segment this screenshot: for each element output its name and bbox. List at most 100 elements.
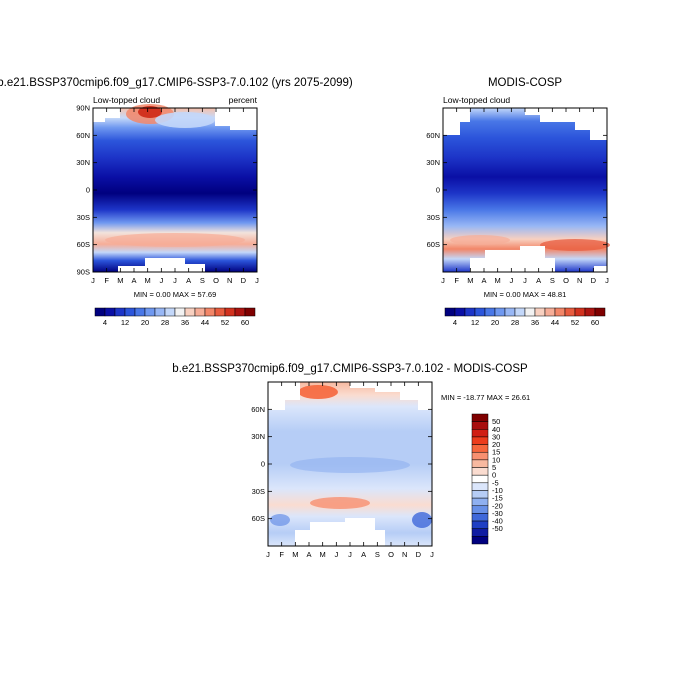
y-tick-label: 60N — [426, 131, 440, 140]
colorbar-label: -50 — [492, 524, 503, 533]
y-tick-label: 30S — [77, 213, 90, 222]
x-tick-label: N — [227, 276, 232, 285]
colorbar-swatch — [174, 307, 186, 317]
x-tick-label: M — [117, 276, 123, 285]
x-tick-label: M — [292, 550, 298, 559]
colorbar-swatch — [544, 307, 556, 317]
y-tick-label: 90S — [77, 268, 90, 277]
plot-field — [93, 104, 257, 272]
x-tick-label: A — [361, 550, 366, 559]
colorbar-label: 20 — [141, 318, 149, 327]
colorbar-swatch — [504, 307, 516, 317]
x-tick-label: F — [279, 550, 284, 559]
colorbar-swatch — [471, 497, 489, 507]
colorbar-swatch — [234, 307, 246, 317]
y-ticks: 60N 30N 0 30S 60S — [251, 405, 432, 523]
x-tick-label: D — [241, 276, 247, 285]
colorbar-swatch — [164, 307, 176, 317]
colorbar-label: 4 — [103, 318, 107, 327]
colorbar-label: 28 — [161, 318, 169, 327]
colorbar-label: 36 — [181, 318, 189, 327]
y-tick-label: 0 — [86, 186, 90, 195]
y-tick-label: 60N — [251, 405, 265, 414]
colorbar-swatch — [494, 307, 506, 317]
colorbar-swatch — [471, 436, 489, 445]
colorbar-label: 5 — [492, 463, 496, 472]
x-tick-label: J — [173, 276, 177, 285]
panel-diff: b.e21.BSSP370cmip6.f09_g17.CMIP6-SSP3-7.… — [172, 363, 530, 559]
colorbar-swatch — [471, 490, 489, 499]
x-tick-label: A — [536, 276, 541, 285]
colorbar-swatch — [194, 307, 206, 317]
colorbar-swatch — [471, 413, 489, 422]
x-tick-label: J — [509, 276, 513, 285]
x-tick-label: J — [266, 550, 270, 559]
colorbar-label: 4 — [453, 318, 457, 327]
colorbar-label: 30 — [492, 432, 500, 441]
colorbar-label: 50 — [492, 417, 500, 426]
x-tick-label: J — [91, 276, 95, 285]
y-tick-label: 60S — [252, 514, 265, 523]
panel-title: b.e21.BSSP370cmip6.f09_g17.CMIP6-SSP3-7.… — [0, 77, 353, 89]
x-tick-label: O — [213, 276, 219, 285]
x-tick-label: S — [200, 276, 205, 285]
colorbar-label: 10 — [492, 455, 500, 464]
colorbar-swatch — [471, 505, 489, 514]
panel-model: b.e21.BSSP370cmip6.f09_g17.CMIP6-SSP3-7.… — [0, 77, 353, 327]
colorbar-swatch — [184, 307, 196, 317]
x-tick-label: F — [454, 276, 459, 285]
colorbar-label: 0 — [492, 471, 496, 480]
panel-title: MODIS-COSP — [488, 77, 562, 89]
colorbar-label: 60 — [591, 318, 599, 327]
x-tick-label: M — [145, 276, 151, 285]
colorbar-label: 15 — [492, 448, 500, 457]
colorbar-label: 44 — [551, 318, 559, 327]
colorbar-label: 12 — [121, 318, 129, 327]
x-tick-label: M — [467, 276, 473, 285]
x-tick-label: A — [306, 550, 311, 559]
colorbar-label: 52 — [221, 318, 229, 327]
colorbar-swatch — [574, 307, 586, 317]
x-tick-label: J — [605, 276, 609, 285]
colorbar-swatch — [534, 307, 546, 317]
x-tick-label: M — [320, 550, 326, 559]
colorbar-label: -5 — [492, 478, 499, 487]
x-tick-label: J — [159, 276, 163, 285]
colorbar-swatch — [471, 467, 489, 476]
colorbar-swatch — [514, 307, 526, 317]
colorbar: 4 12 20 28 36 44 52 60 — [94, 307, 256, 327]
colorbar-swatch — [471, 459, 489, 468]
panel-obs: MODIS-COSP Low-topped cloud 60N30N030S60… — [426, 77, 610, 327]
units-label: percent — [229, 95, 258, 105]
y-tick-label: 30S — [252, 487, 265, 496]
colorbar-label: 20 — [491, 318, 499, 327]
x-tick-label: J — [334, 550, 338, 559]
colorbar-swatch — [471, 429, 489, 438]
colorbar-label: -30 — [492, 509, 503, 518]
colorbar-swatch — [104, 307, 116, 317]
x-tick-label: J — [348, 550, 352, 559]
colorbar-swatch — [204, 307, 216, 317]
colorbar-swatch — [471, 474, 489, 484]
colorbar-label: -20 — [492, 501, 503, 510]
y-tick-label: 30N — [426, 158, 440, 167]
x-tick-label: D — [416, 550, 422, 559]
x-tick-label: A — [481, 276, 486, 285]
x-tick-label: F — [104, 276, 109, 285]
colorbar-swatch — [134, 307, 146, 317]
x-tick-label: S — [375, 550, 380, 559]
panel-title: b.e21.BSSP370cmip6.f09_g17.CMIP6-SSP3-7.… — [172, 363, 528, 375]
colorbar-label: 36 — [531, 318, 539, 327]
colorbar-label: 60 — [241, 318, 249, 327]
colorbar-swatch — [484, 307, 496, 317]
colorbar: 4 12 20 28 36 44 52 60 — [444, 307, 606, 327]
colorbar-label: 44 — [201, 318, 209, 327]
colorbar-swatch — [154, 307, 166, 317]
y-tick-label: 30N — [251, 432, 265, 441]
colorbar-label: -15 — [492, 494, 503, 503]
colorbar-swatch — [474, 307, 486, 317]
colorbar-swatch — [564, 307, 576, 317]
